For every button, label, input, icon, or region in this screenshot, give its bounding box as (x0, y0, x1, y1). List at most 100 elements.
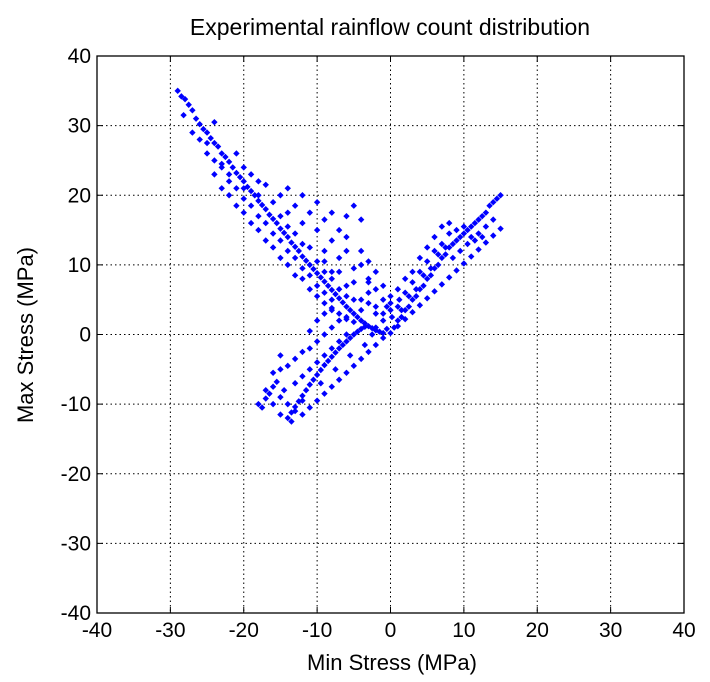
data-point (343, 369, 350, 376)
data-point (317, 380, 324, 387)
data-point (321, 352, 328, 359)
data-point (321, 331, 328, 338)
data-point (324, 282, 332, 289)
data-point (313, 371, 321, 379)
data-point (225, 192, 233, 199)
data-point (225, 178, 233, 185)
data-point (350, 265, 358, 272)
data-point (313, 397, 321, 404)
data-point (343, 233, 350, 241)
data-point (383, 325, 391, 333)
data-point (299, 397, 306, 404)
data-point (233, 202, 240, 209)
data-point (449, 254, 457, 262)
data-point (255, 197, 262, 205)
data-point (361, 341, 369, 349)
data-point (350, 202, 358, 209)
data-point (280, 229, 288, 237)
data-point (335, 317, 343, 324)
data-point (409, 279, 416, 286)
data-point (310, 376, 317, 383)
data-point (434, 261, 442, 269)
data-point (189, 129, 196, 136)
data-point (306, 286, 313, 293)
data-point (280, 387, 288, 394)
data-point (328, 275, 335, 282)
data-point (460, 230, 468, 237)
data-point (291, 355, 299, 363)
data-point (339, 299, 347, 306)
data-point (431, 233, 438, 241)
data-point (387, 293, 394, 300)
data-point (277, 237, 284, 244)
data-point (332, 349, 339, 356)
data-point (302, 387, 310, 394)
data-point (460, 223, 468, 230)
data-point (203, 139, 211, 147)
data-point (405, 293, 413, 300)
data-point (291, 380, 299, 387)
data-point (240, 164, 247, 171)
data-point (357, 261, 365, 269)
data-point (313, 226, 321, 234)
data-point (490, 216, 497, 223)
data-point (251, 192, 258, 199)
data-point (335, 226, 343, 234)
data-point (350, 310, 358, 317)
data-point (343, 212, 350, 220)
data-point (174, 87, 181, 95)
data-point (335, 295, 343, 302)
data-point (313, 338, 321, 345)
data-point (453, 267, 460, 274)
data-point (240, 195, 247, 202)
data-point (313, 293, 321, 300)
data-point (464, 240, 471, 248)
data-point (361, 323, 369, 331)
x-tick-label: 40 (672, 619, 695, 642)
data-point (288, 239, 295, 246)
data-point (214, 143, 222, 150)
data-point (178, 93, 185, 100)
data-point (335, 286, 343, 293)
data-point (416, 268, 424, 276)
data-point (306, 327, 313, 335)
data-point (284, 400, 291, 408)
data-point (335, 338, 343, 345)
data-point (343, 331, 350, 338)
data-point (328, 268, 335, 276)
data-point (269, 383, 277, 390)
data-point (328, 345, 335, 352)
data-point (299, 348, 306, 356)
data-point (299, 240, 306, 248)
data-point (328, 286, 335, 294)
data-point (258, 404, 266, 411)
data-point (365, 299, 372, 307)
data-point (295, 247, 302, 255)
data-point (427, 265, 435, 272)
data-point (350, 296, 358, 303)
data-point (350, 279, 358, 286)
data-point (321, 247, 328, 255)
data-point (354, 313, 361, 321)
data-point (423, 244, 431, 251)
data-point (211, 171, 218, 178)
data-point (482, 223, 490, 230)
data-point (460, 260, 468, 267)
data-point (269, 369, 277, 376)
data-point (379, 329, 387, 337)
data-point (468, 223, 475, 230)
data-point (372, 310, 380, 317)
data-point (346, 306, 354, 314)
data-point (310, 265, 317, 273)
x-tick-label: -40 (82, 619, 112, 642)
data-point (266, 211, 273, 218)
data-point (372, 341, 380, 349)
data-point (372, 324, 380, 331)
data-point (394, 317, 402, 324)
data-point (306, 404, 313, 411)
data-point (262, 395, 269, 402)
data-point (398, 306, 405, 314)
data-point (273, 378, 280, 386)
data-point (431, 265, 438, 272)
